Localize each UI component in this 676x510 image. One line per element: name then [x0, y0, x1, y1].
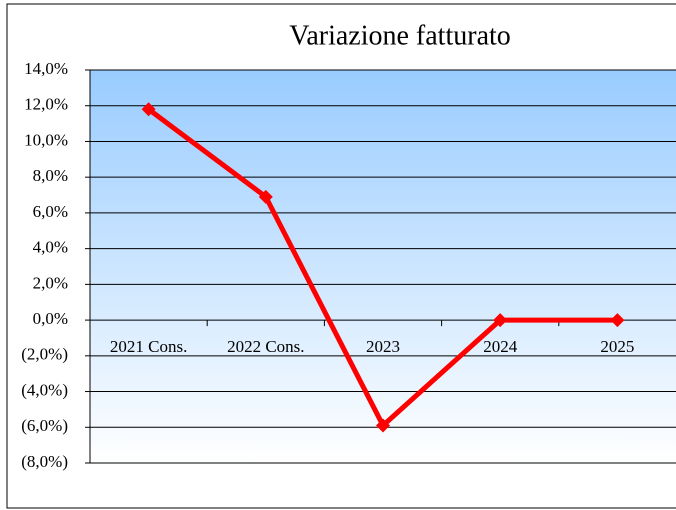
- data-point: [493, 313, 508, 328]
- data-point: [258, 189, 273, 204]
- y-tick-label: 2,0%: [33, 273, 68, 292]
- chart-title: Variazione fatturato: [289, 20, 511, 51]
- y-tick-label: (2,0%): [21, 345, 68, 364]
- y-tick-label: 4,0%: [33, 238, 68, 257]
- y-tick-label: (8,0%): [21, 452, 68, 471]
- x-tick-label: 2025: [600, 337, 634, 356]
- y-tick-label: 14,0%: [24, 59, 68, 78]
- y-tick-label: 6,0%: [33, 202, 68, 221]
- y-tick-label: 0,0%: [33, 309, 68, 328]
- data-point: [376, 418, 390, 433]
- data-point: [610, 313, 625, 328]
- y-tick-label: 12,0%: [24, 95, 68, 114]
- x-tick-label: 2024: [483, 337, 518, 356]
- x-tick-label: 2022 Cons.: [227, 337, 304, 356]
- y-tick-label: 8,0%: [33, 166, 68, 185]
- y-tick-label: (6,0%): [21, 416, 68, 435]
- y-tick-label: 10,0%: [24, 130, 68, 149]
- data-point: [141, 102, 156, 117]
- y-tick-label: (4,0%): [21, 380, 68, 399]
- x-tick-label: 2023: [366, 337, 400, 356]
- x-tick-label: 2021 Cons.: [110, 337, 187, 356]
